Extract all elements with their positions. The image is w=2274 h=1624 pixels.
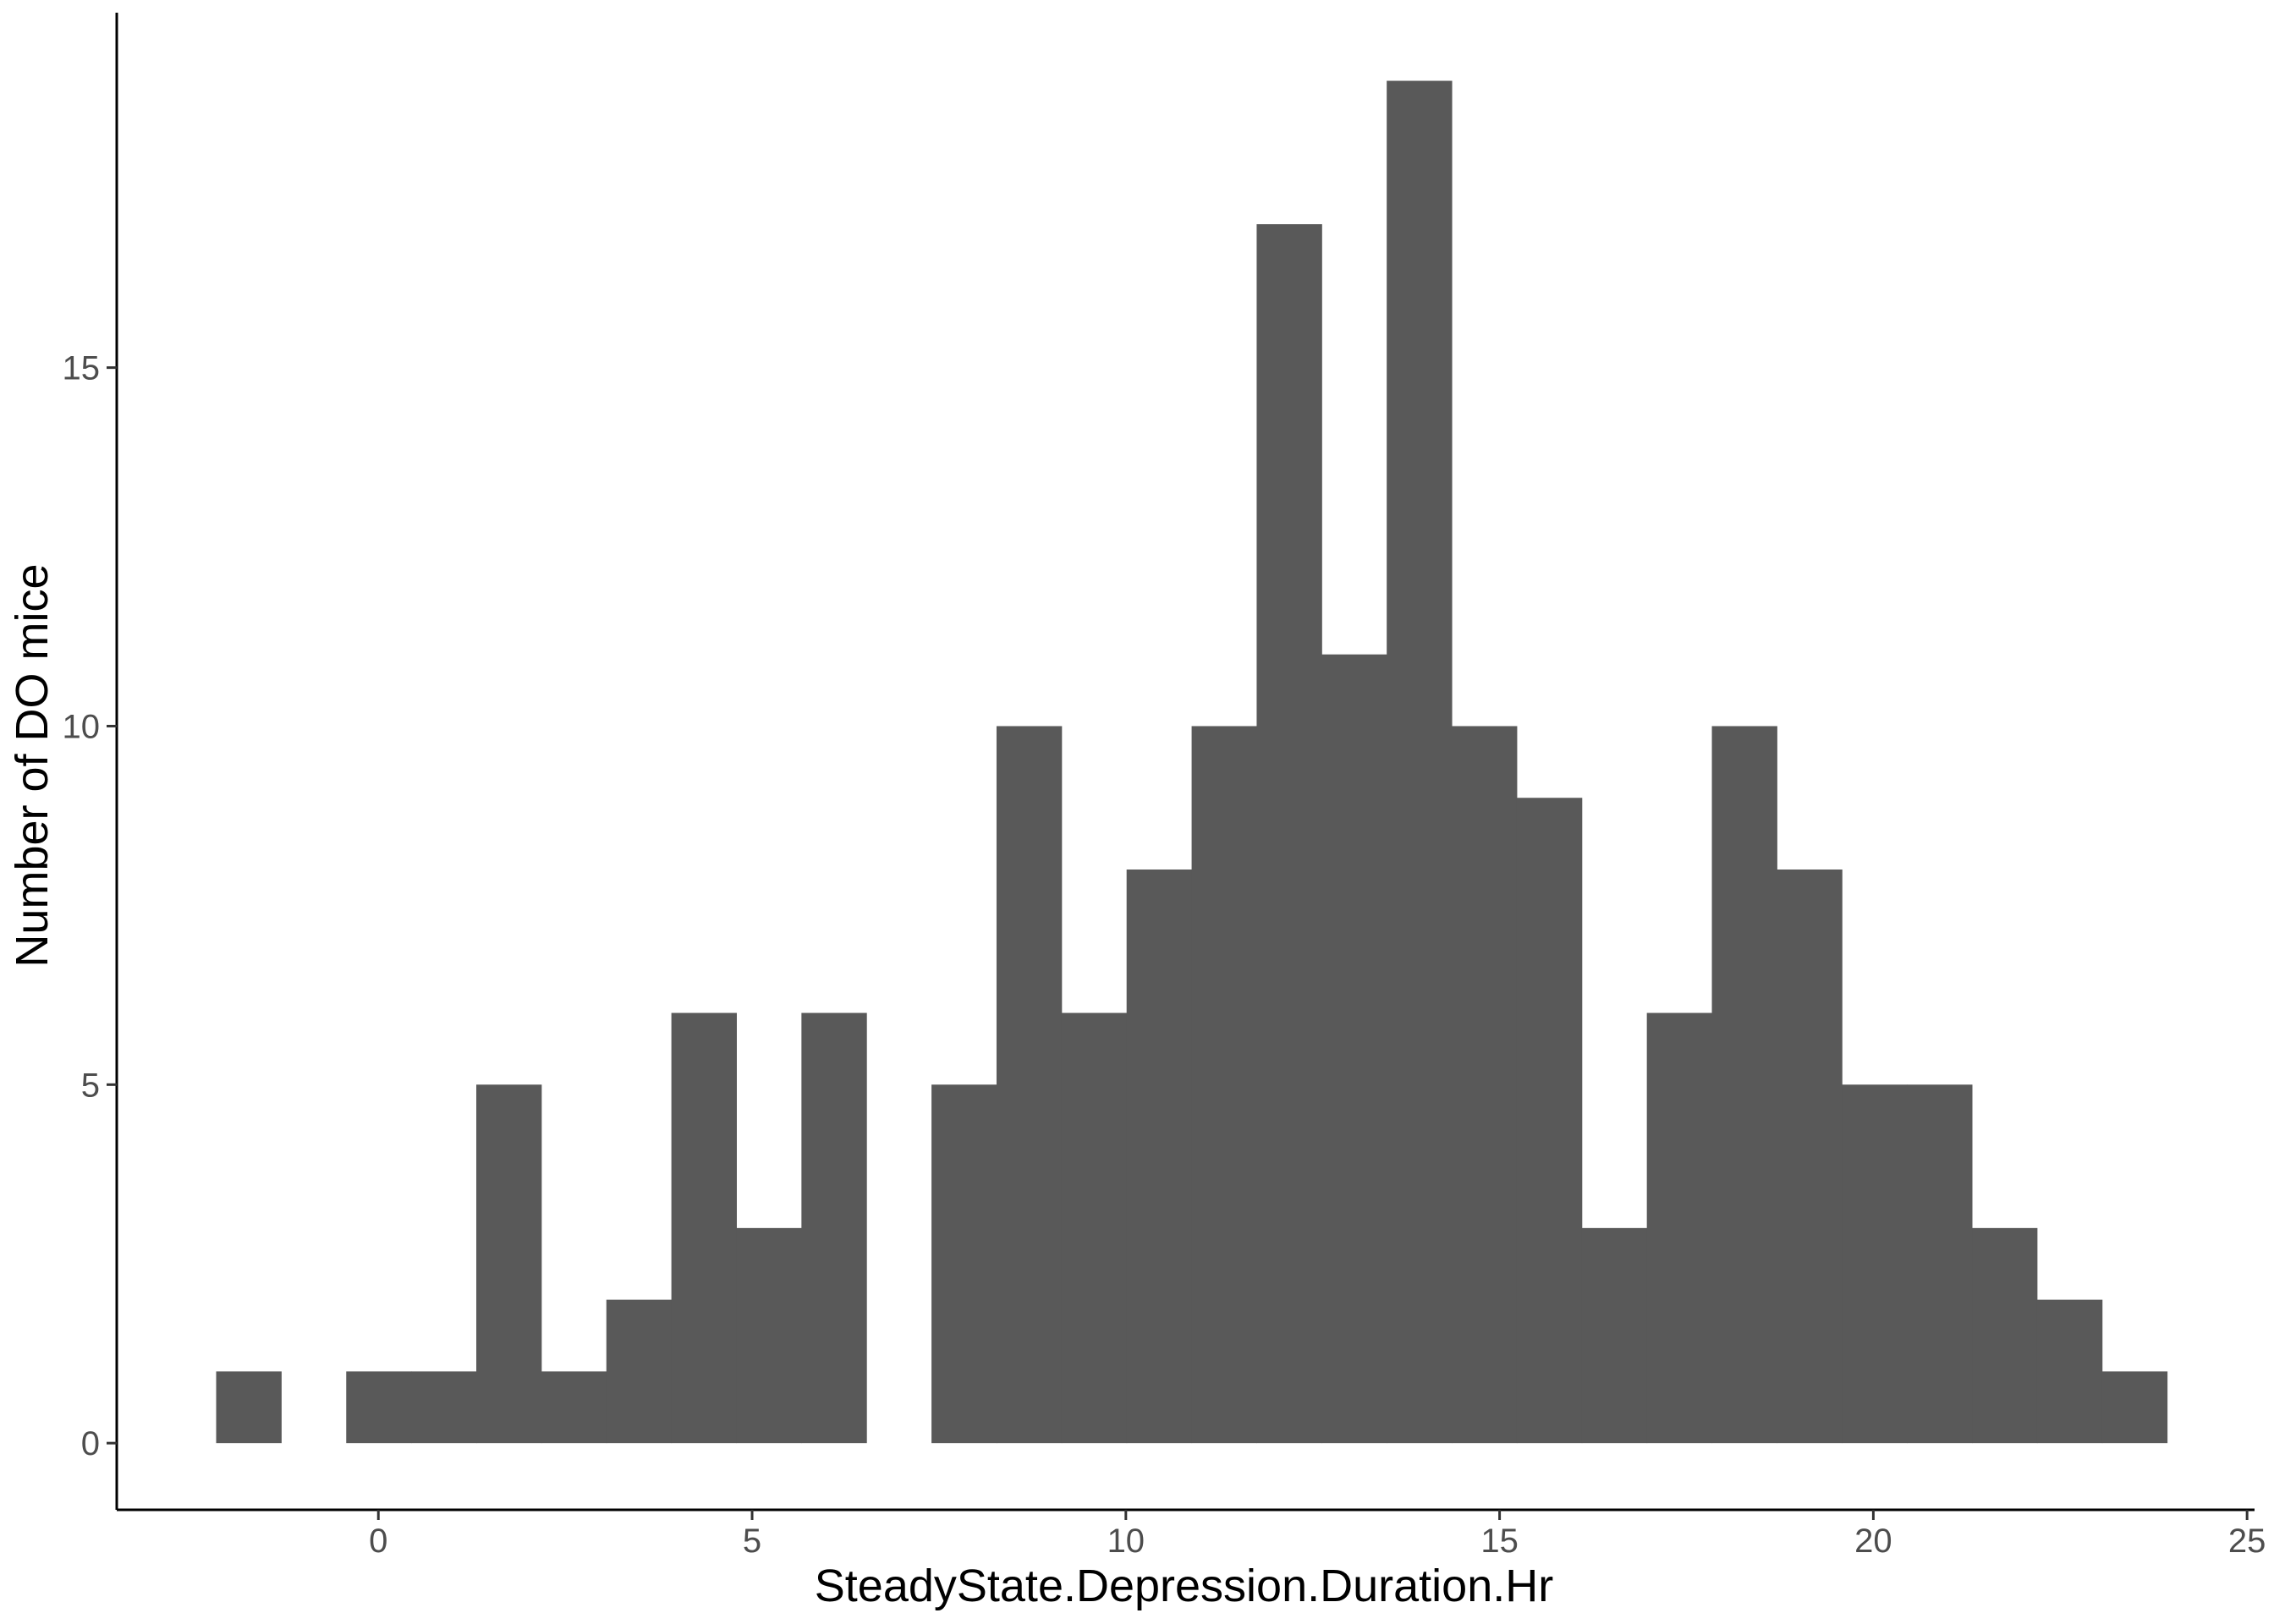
bars-group [216, 80, 2168, 1444]
histogram-bar [1452, 726, 1518, 1444]
histogram-bar [1777, 870, 1843, 1444]
x-tick-label: 25 [2228, 1522, 2266, 1560]
histogram-bar [411, 1371, 477, 1444]
histogram-bar [1191, 726, 1257, 1444]
y-axis-title: Number of DO mice [7, 563, 58, 967]
x-tick-label: 0 [369, 1522, 387, 1560]
histogram-bar [1972, 1227, 2038, 1444]
histogram-bar [1907, 1084, 1973, 1444]
y-tick-label: 10 [63, 708, 101, 745]
histogram-bar [2101, 1371, 2168, 1444]
x-ticks-group: 0 5 10 15 20 25 [369, 1510, 2266, 1560]
axes-group [115, 13, 2255, 1512]
histogram-bar [1646, 1012, 1713, 1444]
histogram-bar [736, 1227, 802, 1444]
histogram-bar [606, 1299, 673, 1444]
histogram-bar [1516, 798, 1583, 1444]
histogram-bar [1711, 726, 1777, 1444]
histogram-bar [1061, 1012, 1128, 1444]
histogram-bar [1387, 80, 1453, 1444]
histogram-bar [1842, 1084, 1908, 1444]
histogram-bar [931, 1084, 997, 1444]
histogram-bar [216, 1371, 282, 1444]
histogram-bar [476, 1084, 542, 1444]
x-tick-label: 5 [743, 1522, 761, 1560]
y-ticks-group: 0 5 10 15 [63, 350, 117, 1462]
histogram-bar [1321, 654, 1387, 1444]
histogram-bar [2036, 1299, 2103, 1444]
histogram-bar [541, 1371, 607, 1444]
y-tick-label: 0 [81, 1425, 100, 1462]
histogram-bar [1581, 1227, 1648, 1444]
x-tick-label: 20 [1854, 1522, 1892, 1560]
histogram-bar [346, 1371, 412, 1444]
y-tick-label: 5 [81, 1067, 100, 1104]
x-tick-label: 15 [1480, 1522, 1519, 1560]
histogram-bar [996, 726, 1063, 1444]
x-axis-title: SteadyState.Depression.Duration.Hr [815, 1561, 1553, 1611]
histogram-bar [1256, 224, 1322, 1444]
histogram-bar [671, 1012, 737, 1444]
histogram-bar [801, 1012, 867, 1444]
y-tick-label: 15 [63, 350, 101, 387]
histogram-bar [1126, 870, 1193, 1444]
x-tick-label: 10 [1107, 1522, 1145, 1560]
